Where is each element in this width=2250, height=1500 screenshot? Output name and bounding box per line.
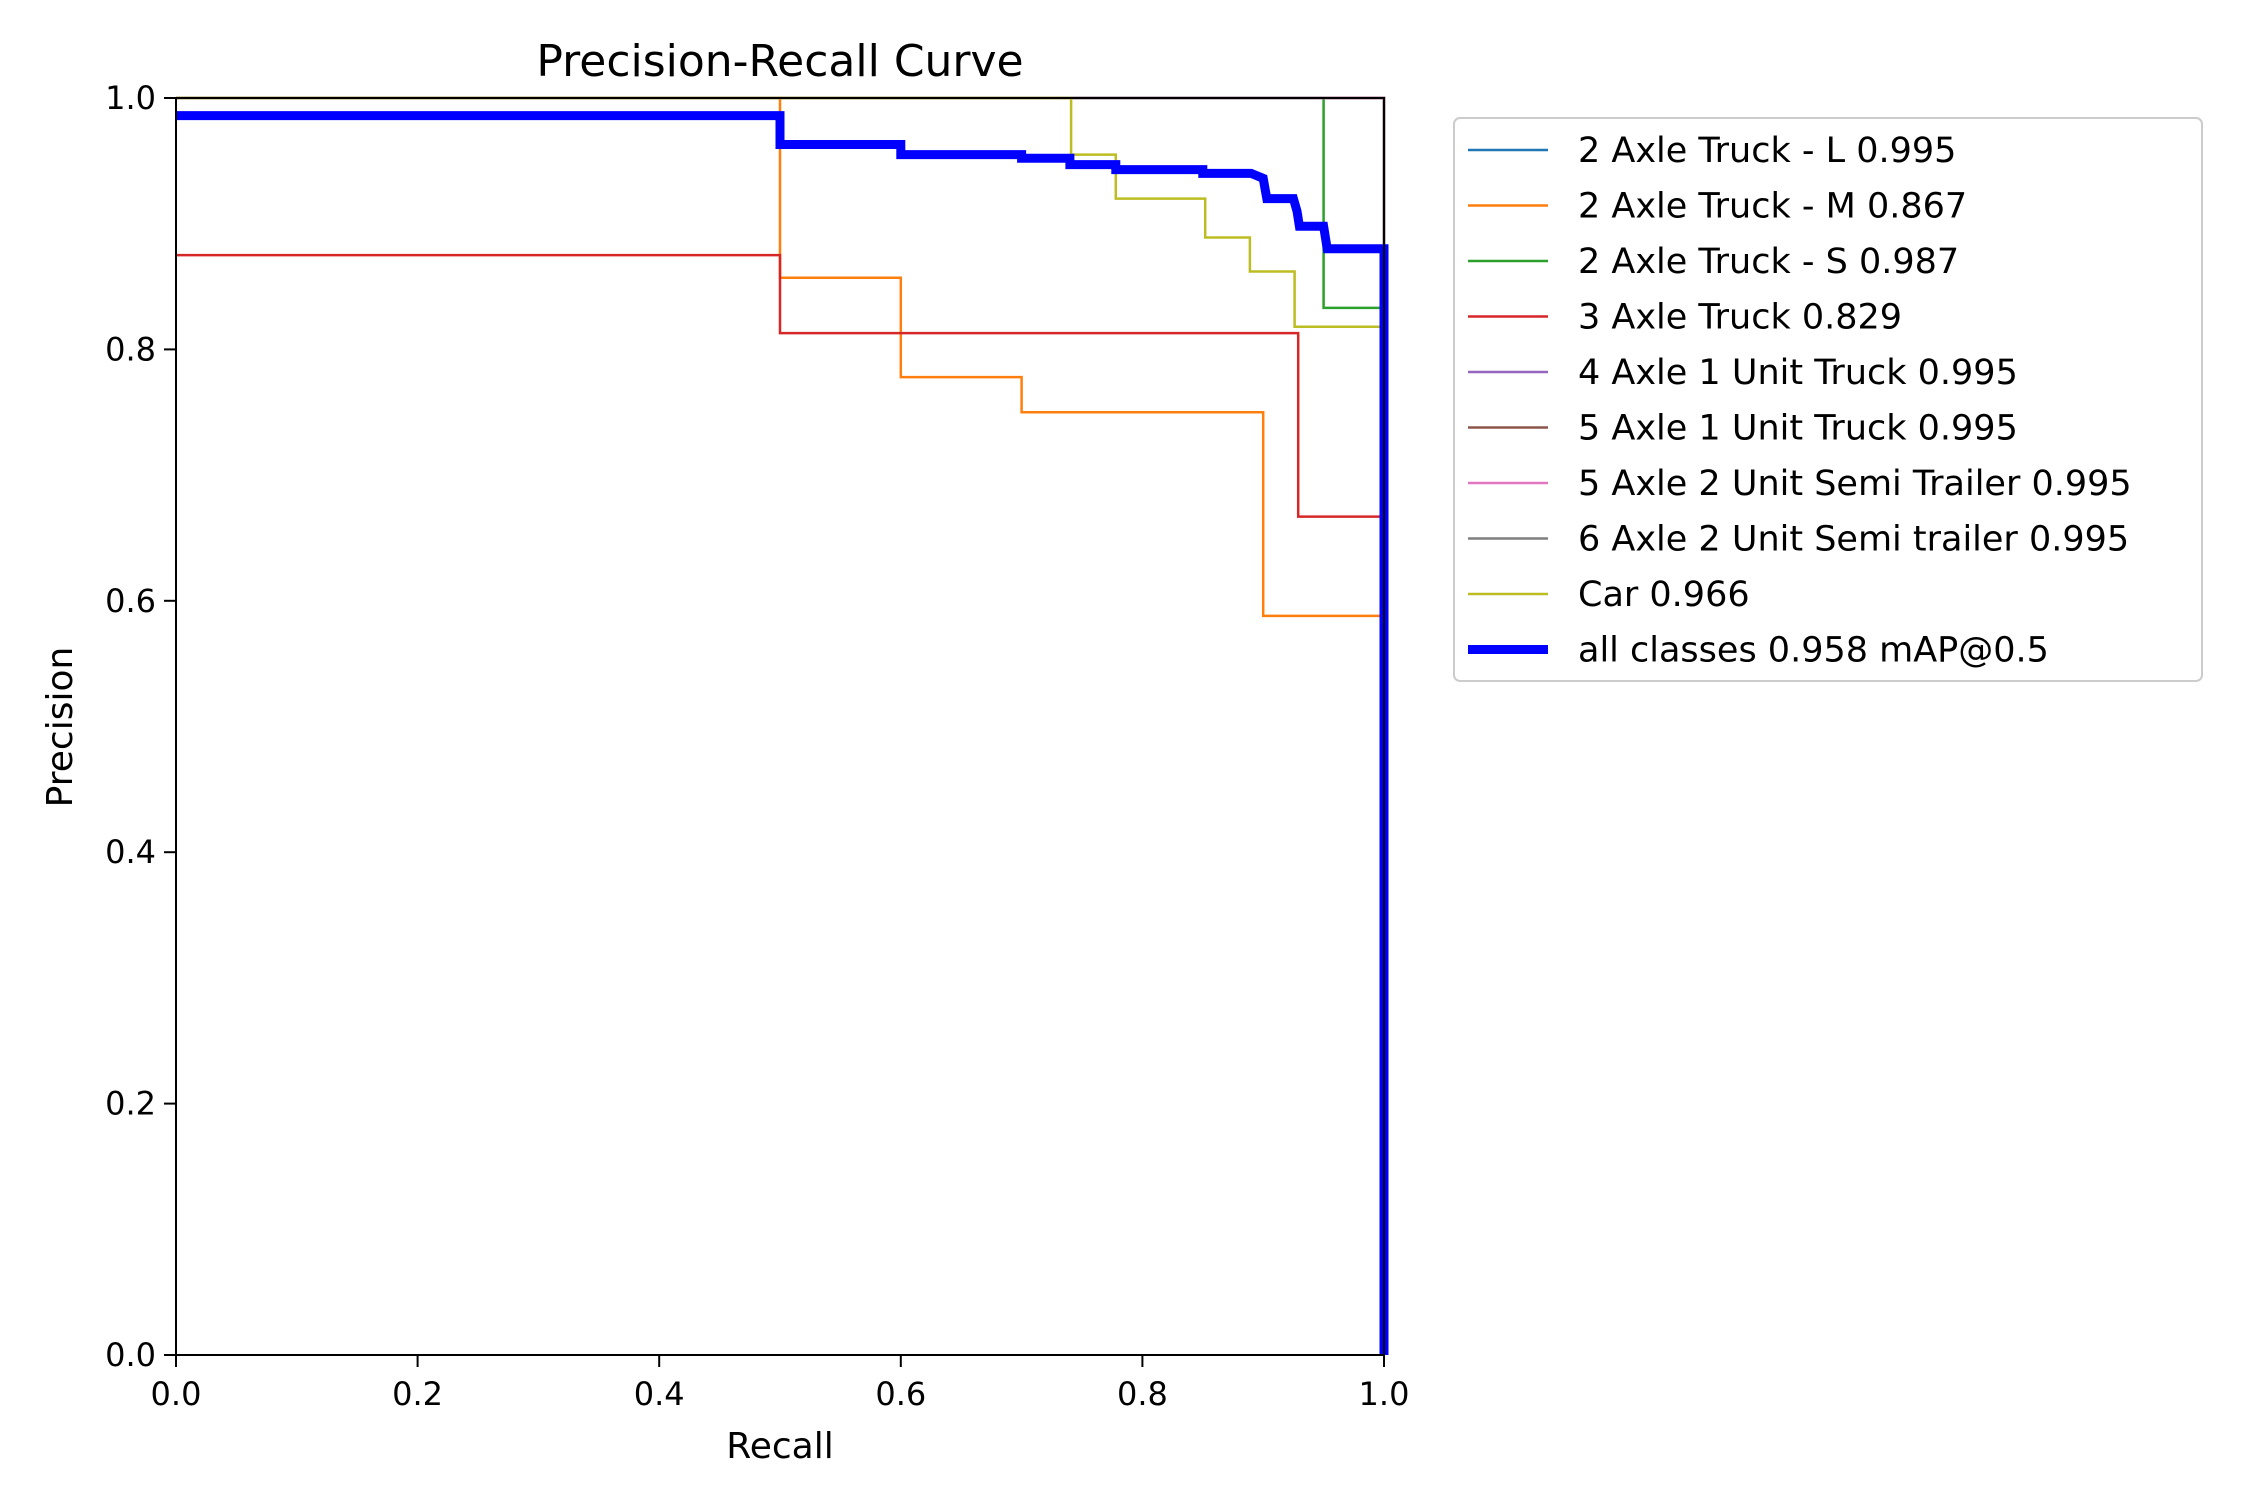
y-tick-label: 0.4 bbox=[105, 833, 156, 871]
y-tick-label: 1.0 bbox=[105, 79, 156, 117]
series-layer bbox=[176, 96, 1389, 1355]
legend-label: 5 Axle 1 Unit Truck 0.995 bbox=[1578, 409, 2018, 449]
legend-items: 2 Axle Truck - L 0.995 2 Axle Truck - M 0… bbox=[1468, 131, 2132, 671]
x-tick-label: 0.0 bbox=[151, 1375, 202, 1413]
y-tick-label: 0.2 bbox=[105, 1085, 156, 1123]
x-axis-label: Recall bbox=[726, 1426, 833, 1467]
y-axis-ticks: 0.0 0.2 0.4 0.6 0.8 1.0 bbox=[105, 79, 176, 1374]
series-line-1 bbox=[176, 96, 1386, 1355]
plot-frame bbox=[175, 97, 1385, 1356]
x-tick-label: 0.8 bbox=[1117, 1375, 1168, 1413]
y-tick-label: 0.6 bbox=[105, 582, 156, 620]
y-axis-label: Precision bbox=[40, 647, 81, 808]
legend-label: 4 Axle 1 Unit Truck 0.995 bbox=[1578, 353, 2018, 393]
y-tick-label: 0.8 bbox=[105, 330, 156, 368]
chart-title: Precision-Recall Curve bbox=[536, 36, 1023, 87]
legend-label: 2 Axle Truck - L 0.995 bbox=[1578, 131, 1956, 171]
x-tick-label: 0.6 bbox=[875, 1375, 926, 1413]
legend-label: 2 Axle Truck - M 0.867 bbox=[1578, 187, 1967, 227]
x-tick-label: 1.0 bbox=[1359, 1375, 1410, 1413]
legend-label: 3 Axle Truck 0.829 bbox=[1578, 298, 1902, 338]
legend-label: 6 Axle 2 Unit Semi trailer 0.995 bbox=[1578, 520, 2129, 560]
legend-label: 2 Axle Truck - S 0.987 bbox=[1578, 242, 1959, 282]
x-axis-ticks: 0.0 0.2 0.4 0.6 0.8 1.0 bbox=[151, 1355, 1410, 1413]
series-line-9 bbox=[176, 111, 1389, 1355]
series-line-3 bbox=[176, 253, 1386, 1355]
legend-frame bbox=[1453, 117, 2203, 682]
x-tick-label: 0.2 bbox=[392, 1375, 443, 1413]
x-tick-label: 0.4 bbox=[634, 1375, 685, 1413]
legend: 2 Axle Truck - L 0.995 2 Axle Truck - M 0… bbox=[1453, 117, 2203, 682]
legend-label: all classes 0.958 mAP@0.5 bbox=[1578, 631, 2049, 671]
y-tick-label: 0.0 bbox=[105, 1336, 156, 1374]
plot-area bbox=[175, 96, 1389, 1356]
legend-label: Car 0.966 bbox=[1578, 575, 1750, 615]
legend-label: 5 Axle 2 Unit Semi Trailer 0.995 bbox=[1578, 464, 2132, 504]
